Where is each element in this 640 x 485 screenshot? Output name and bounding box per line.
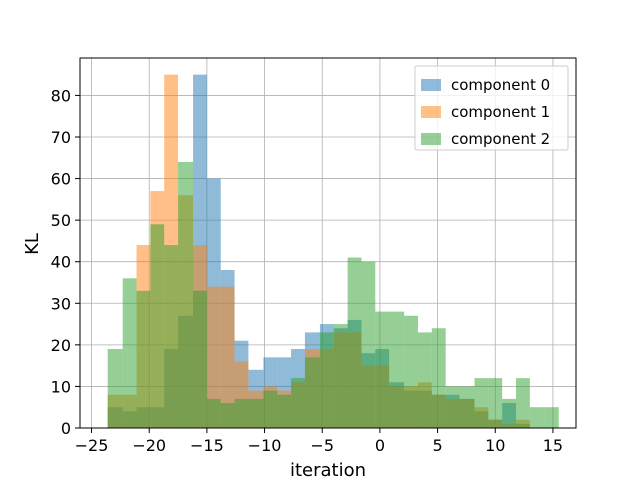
y-tick-label: 70: [51, 128, 71, 147]
legend-swatch: [421, 106, 441, 118]
histogram-bar: [502, 398, 517, 428]
y-axis-label: KL: [22, 233, 43, 255]
histogram-bar: [107, 349, 123, 428]
histogram-bar: [361, 261, 376, 428]
y-tick-label: 40: [51, 253, 71, 272]
series-2-bars: [107, 161, 559, 428]
x-tick-label: −20: [132, 436, 166, 455]
histogram-bar: [516, 378, 530, 428]
histogram-bar: [347, 257, 362, 428]
histogram-bar: [220, 286, 235, 428]
y-axis-ticks: 0 10 20 30 40 50 60 70 80: [51, 86, 80, 438]
x-tick-label: −25: [75, 436, 109, 455]
legend-swatch: [421, 133, 441, 145]
histogram-bar: [291, 378, 305, 428]
histogram-bar: [474, 378, 489, 428]
y-tick-label: 80: [51, 86, 71, 105]
histogram-bar: [333, 324, 348, 428]
histogram-bar: [445, 386, 460, 428]
legend-box: [414, 65, 569, 151]
histogram-bar: [375, 311, 390, 428]
histogram-bar: [459, 386, 475, 428]
histogram-bar: [529, 407, 545, 428]
x-axis-label: iteration: [290, 460, 366, 480]
histogram-bar: [263, 390, 278, 428]
x-tick-label: −5: [310, 436, 334, 455]
histogram-bar: [404, 315, 418, 428]
histogram-bar: [319, 332, 334, 428]
x-tick-label: 10: [485, 436, 505, 455]
histogram-bar: [136, 290, 151, 428]
x-axis-ticks: −25 −20 −15 −10 −5 0 5 10 15: [75, 428, 563, 455]
histogram-bar: [248, 398, 264, 428]
y-tick-label: 60: [51, 170, 71, 189]
y-tick-label: 20: [51, 336, 71, 355]
histogram-bar: [150, 224, 165, 428]
y-tick-label: 10: [51, 377, 71, 396]
x-tick-label: 5: [432, 436, 442, 455]
histogram-bar: [178, 161, 194, 428]
legend: component 0 component 1 component 2: [414, 65, 569, 151]
legend-swatch: [421, 79, 441, 91]
x-tick-label: −10: [248, 436, 282, 455]
histogram-bar: [488, 378, 503, 428]
y-tick-label: 0: [61, 419, 71, 438]
y-tick-label: 50: [51, 211, 71, 230]
histogram-bar: [431, 328, 446, 428]
histogram-bar: [417, 332, 432, 428]
histogram-bars: [107, 74, 559, 428]
histogram-bar: [220, 403, 235, 428]
x-tick-label: 15: [543, 436, 563, 455]
x-tick-label: −15: [190, 436, 224, 455]
legend-label: component 2: [451, 130, 550, 148]
histogram-bar: [206, 286, 221, 428]
legend-label: component 1: [451, 103, 550, 121]
y-tick-label: 30: [51, 294, 71, 313]
histogram-bar: [304, 357, 320, 428]
plot-frame: [79, 57, 577, 429]
histogram-bar: [544, 407, 559, 428]
histogram-bar: [234, 398, 249, 428]
histogram-bar: [122, 278, 137, 428]
axes: [79, 57, 577, 429]
histogram-bar: [164, 245, 179, 428]
histogram-bar: [389, 311, 405, 428]
legend-label: component 0: [451, 76, 550, 94]
histogram-bar: [193, 290, 207, 428]
histogram-bar: [277, 394, 292, 428]
x-tick-label: 0: [375, 436, 385, 455]
histogram-bar: [206, 398, 221, 428]
